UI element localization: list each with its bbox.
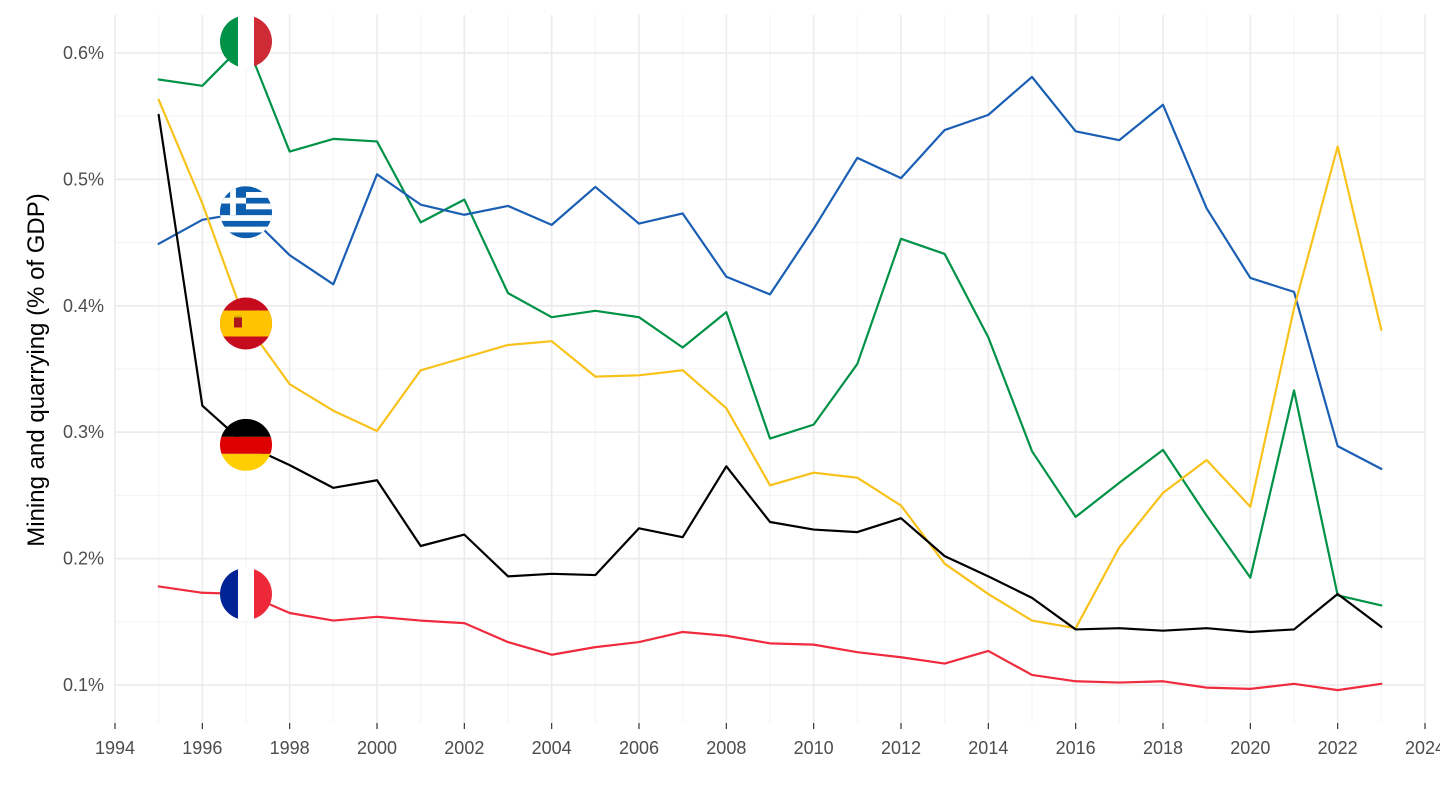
y-axis-ticks: 0.1% 0.2% 0.3% 0.4% 0.5% 0.6% [63,43,104,695]
grid [114,15,1426,723]
france-flag-icon [220,568,272,621]
italy-flag-icon [220,15,272,68]
x-tick-label: 1994 [95,738,135,758]
y-tick-label: 0.5% [63,169,104,189]
x-tick-label: 2024 [1405,738,1440,758]
x-tick-label: 2016 [1056,738,1096,758]
x-tick-label: 1998 [270,738,310,758]
y-tick-label: 0.3% [63,422,104,442]
x-tick-label: 2010 [794,738,834,758]
y-tick-label: 0.2% [63,549,104,569]
germany-flag-icon [220,418,272,471]
x-tick-label: 2000 [357,738,397,758]
x-axis-ticks: 1994 1996 1998 2000 2002 2004 2006 2008 2010 2012… [95,723,1440,758]
series-line-italy [157,40,1383,607]
x-tick-label: 2004 [532,738,572,758]
x-tick-label: 2002 [444,738,484,758]
x-tick-label: 2020 [1230,738,1270,758]
y-tick-label: 0.6% [63,43,104,63]
x-tick-label: 2006 [619,738,659,758]
x-tick-label: 2022 [1318,738,1358,758]
series-line-spain [157,98,1383,630]
x-tick-label: 2018 [1143,738,1183,758]
flag-markers [220,15,272,621]
series-line-france [157,585,1383,692]
x-tick-label: 2014 [968,738,1008,758]
y-tick-label: 0.4% [63,296,104,316]
x-tick-label: 1996 [182,738,222,758]
y-axis-title: Mining and quarrying (% of GDP) [23,193,50,546]
spain-flag-icon [220,297,272,350]
series-lines [157,40,1383,692]
series-line-greece [157,75,1383,470]
x-tick-label: 2012 [881,738,921,758]
x-tick-label: 2008 [706,738,746,758]
series-line-germany [157,113,1383,634]
y-tick-label: 0.1% [63,675,104,695]
greece-flag-icon [220,186,272,239]
